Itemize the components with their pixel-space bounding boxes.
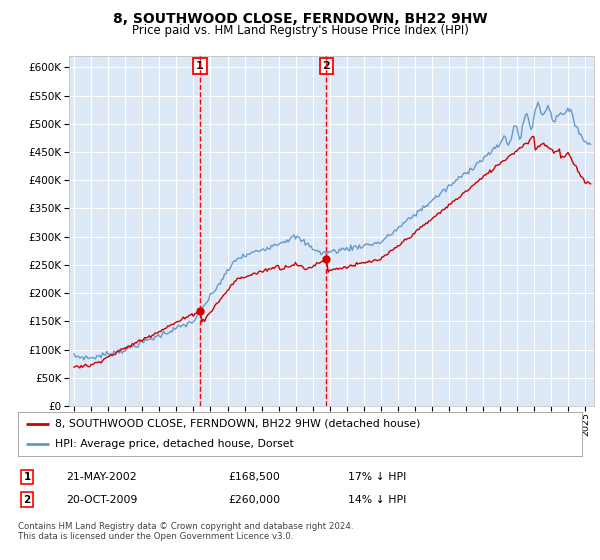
Text: 2: 2 — [23, 494, 31, 505]
Text: 1: 1 — [23, 472, 31, 482]
Text: Contains HM Land Registry data © Crown copyright and database right 2024.
This d: Contains HM Land Registry data © Crown c… — [18, 522, 353, 542]
Text: 2: 2 — [322, 61, 330, 71]
Text: Price paid vs. HM Land Registry's House Price Index (HPI): Price paid vs. HM Land Registry's House … — [131, 24, 469, 36]
Text: 17% ↓ HPI: 17% ↓ HPI — [348, 472, 406, 482]
Text: 21-MAY-2002: 21-MAY-2002 — [66, 472, 137, 482]
Text: 20-OCT-2009: 20-OCT-2009 — [66, 494, 137, 505]
Text: £260,000: £260,000 — [228, 494, 280, 505]
Text: £168,500: £168,500 — [228, 472, 280, 482]
Text: 8, SOUTHWOOD CLOSE, FERNDOWN, BH22 9HW: 8, SOUTHWOOD CLOSE, FERNDOWN, BH22 9HW — [113, 12, 487, 26]
Text: HPI: Average price, detached house, Dorset: HPI: Average price, detached house, Dors… — [55, 439, 293, 449]
Text: 1: 1 — [196, 61, 204, 71]
Text: 14% ↓ HPI: 14% ↓ HPI — [348, 494, 406, 505]
Text: 8, SOUTHWOOD CLOSE, FERNDOWN, BH22 9HW (detached house): 8, SOUTHWOOD CLOSE, FERNDOWN, BH22 9HW (… — [55, 419, 420, 429]
